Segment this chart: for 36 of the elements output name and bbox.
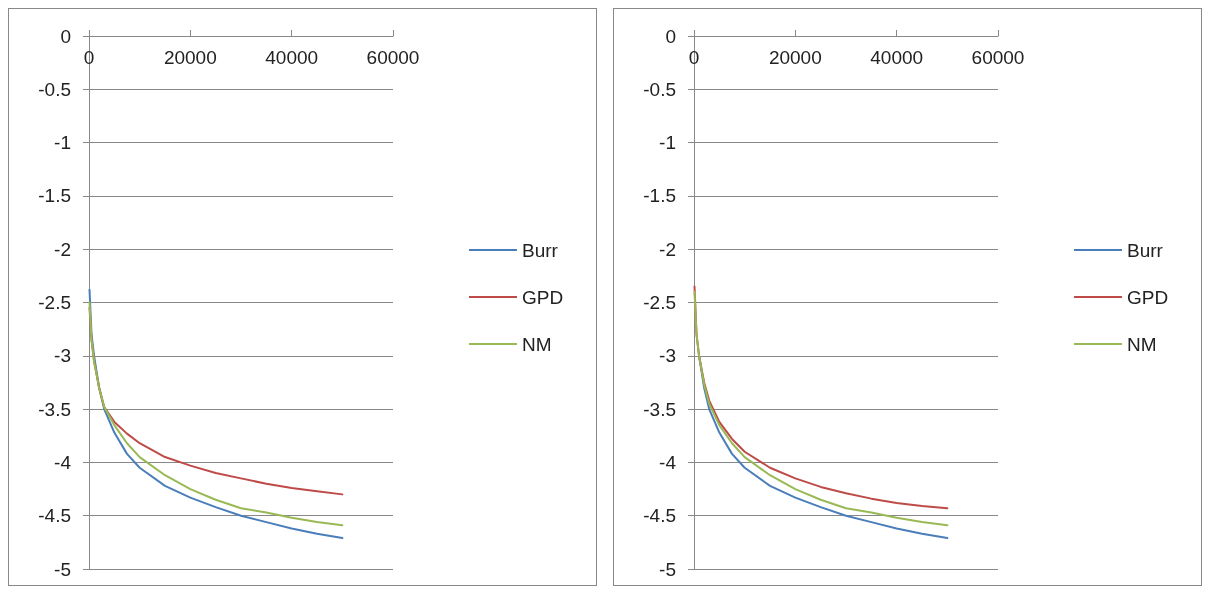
y-tick-label: -0.5 <box>643 78 676 100</box>
y-tick-label: -3.5 <box>38 398 71 420</box>
y-tick-label: -3.5 <box>643 398 676 420</box>
x-tick-label: 0 <box>83 47 95 68</box>
x-tick-label: 40000 <box>265 47 319 68</box>
y-tick-label: -5 <box>54 558 71 580</box>
x-tick-label: 20000 <box>163 47 217 68</box>
legend-label: GPD <box>1127 286 1169 308</box>
y-tick-label: -3 <box>659 345 676 367</box>
x-tick-label: 60000 <box>971 47 1025 68</box>
x-tick-label: 0 <box>688 47 700 68</box>
y-tick-label: -0.5 <box>38 78 71 100</box>
y-tick-label: -2.5 <box>643 292 676 313</box>
y-tick-label: -4.5 <box>38 505 71 527</box>
y-tick-label: -2.5 <box>38 292 71 313</box>
x-tick-label: 40000 <box>870 47 924 68</box>
y-tick-label: -2 <box>54 238 71 260</box>
y-tick-label: -1 <box>54 132 71 154</box>
y-tick-label: 0 <box>665 25 676 47</box>
legend-label: NM <box>522 333 552 355</box>
legend-label: NM <box>1127 333 1157 355</box>
y-tick-label: -2 <box>659 238 676 260</box>
x-tick-label: 20000 <box>768 47 822 68</box>
x-tick-label: 60000 <box>366 47 420 68</box>
y-tick-label: -1.5 <box>38 185 71 207</box>
y-tick-label: -4 <box>54 451 72 473</box>
y-tick-label: -5 <box>659 558 676 580</box>
legend-label: GPD <box>522 286 564 308</box>
y-tick-label: -4.5 <box>643 505 676 527</box>
y-tick-label: 0 <box>60 25 71 47</box>
legend-label: Burr <box>1127 239 1164 261</box>
y-tick-label: -3 <box>54 345 71 367</box>
legend-label: Burr <box>522 239 559 261</box>
y-tick-label: -1 <box>659 132 676 154</box>
y-tick-label: -1.5 <box>643 185 676 207</box>
y-tick-label: -4 <box>659 451 677 473</box>
